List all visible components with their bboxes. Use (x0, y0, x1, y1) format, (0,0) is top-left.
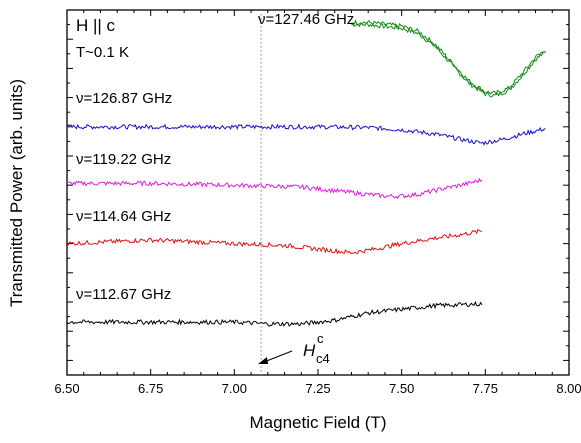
critical-field-label: H (303, 341, 316, 360)
x-tick-label: 6.50 (54, 381, 79, 396)
x-tick-label: 8.00 (556, 381, 581, 396)
series-line (66, 123, 546, 146)
series-line (66, 300, 483, 327)
series-line (351, 22, 546, 98)
x-tick-label: 6.75 (138, 381, 163, 396)
field-orientation-label: H || c (76, 16, 116, 35)
temperature-label: T~0.1 K (76, 44, 129, 61)
x-tick-label: 7.75 (473, 381, 498, 396)
series-line (351, 19, 546, 95)
series-line (66, 228, 483, 255)
x-axis-title: Magnetic Field (T) (250, 413, 387, 432)
x-tick-labels: 6.50 6.75 7.00 7.25 7.50 7.75 8.00 (54, 381, 581, 396)
series-group (66, 19, 546, 327)
x-tick-label: 7.50 (389, 381, 414, 396)
x-tick-label: 7.00 (222, 381, 247, 396)
series-label-127: ν=127.46 GHz (258, 11, 354, 28)
critical-field-sup: c (317, 331, 324, 346)
x-tick-label: 7.25 (305, 381, 330, 396)
series-line (66, 177, 483, 200)
series-label-112: ν=112.67 GHz (76, 286, 171, 303)
axis-ticks (66, 10, 570, 375)
plot-frame (66, 9, 570, 376)
critical-field-arrowhead (258, 357, 268, 364)
critical-field-sub: c4 (316, 351, 330, 366)
series-label-114: ν=114.64 GHz (76, 208, 171, 225)
y-axis-title: Transmitted Power (arb. units) (7, 79, 26, 307)
critical-field-arrow-shaft (263, 350, 293, 363)
series-label-119: ν=119.22 GHz (76, 151, 171, 168)
series-label-126: ν=126.87 GHz (76, 90, 172, 107)
